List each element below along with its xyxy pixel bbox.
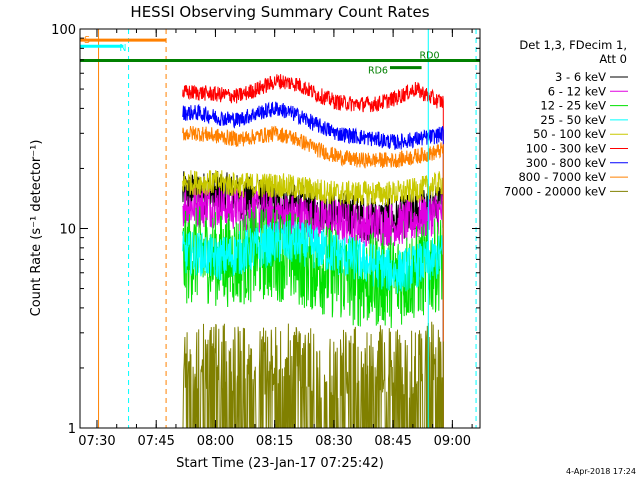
x-tick-label: 07:45	[137, 434, 174, 449]
legend-header-line-2: Att 0	[599, 52, 627, 66]
series-line	[182, 125, 444, 428]
flag-label: RD0	[420, 51, 440, 62]
legend-label: 50 - 100 keV	[533, 127, 606, 141]
series-line	[182, 186, 444, 428]
legend-label: 7000 - 20000 keV	[504, 184, 606, 198]
y-axis-label: Count Rate (s⁻¹ detector⁻¹)	[29, 140, 44, 317]
x-tick-label: 08:00	[197, 434, 234, 449]
series-line	[182, 220, 444, 428]
legend-label: 6 - 12 keV	[548, 84, 606, 98]
y-tick-label: 100	[51, 23, 76, 38]
y-tick-label: 10	[59, 223, 76, 238]
x-tick-label: 08:30	[315, 434, 352, 449]
legend-label: 12 - 25 keV	[540, 99, 606, 113]
x-tick-label: 08:15	[256, 434, 293, 449]
flag-label: N	[119, 43, 126, 54]
chart-title: HESSI Observing Summary Count Rates	[130, 3, 429, 21]
legend-label: 300 - 800 keV	[526, 156, 606, 170]
legend-label: 3 - 6 keV	[555, 70, 606, 84]
series-line	[182, 101, 444, 428]
series-line	[182, 74, 444, 428]
timestamp: 4-Apr-2018 17:24	[566, 467, 636, 476]
flag-label: S	[84, 35, 90, 46]
legend-label: 100 - 300 keV	[526, 142, 606, 156]
flag-label: RD6	[368, 66, 388, 77]
x-axis-label: Start Time (23-Jan-17 07:25:42)	[176, 456, 384, 471]
legend-label: 25 - 50 keV	[540, 113, 606, 127]
legend-label: 800 - 7000 keV	[518, 170, 606, 184]
x-tick-label: 09:00	[434, 434, 471, 449]
x-tick-label: 08:45	[374, 434, 411, 449]
series-line	[182, 321, 444, 428]
series-line	[182, 169, 444, 428]
x-tick-label: 07:30	[78, 434, 115, 449]
y-tick-label: 1	[68, 422, 76, 437]
legend-header-line-1: Det 1,3, FDecim 1,	[519, 38, 627, 52]
